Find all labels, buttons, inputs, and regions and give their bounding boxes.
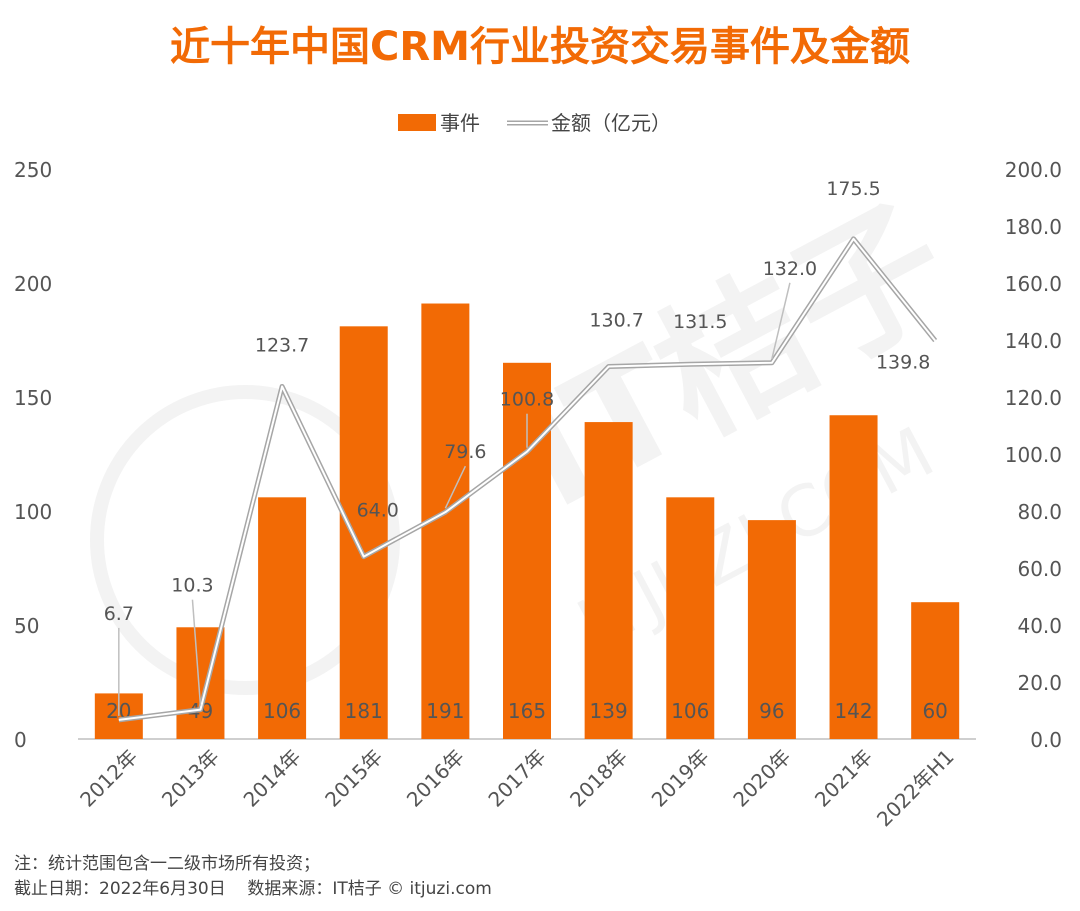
bar xyxy=(339,326,388,739)
bar xyxy=(258,497,307,739)
bar-value-label: 60 xyxy=(922,699,947,723)
line-value-label: 79.6 xyxy=(444,441,486,463)
bar xyxy=(911,602,960,739)
bar-value-label: 191 xyxy=(426,699,464,723)
x-axis-labels: 2012年 2013年 2014年 2015年 2016年 2017年 2018年 2019年… xyxy=(75,745,958,832)
right-y-tick-label: 140.0 xyxy=(1005,329,1062,353)
line-value-label: 139.8 xyxy=(876,352,930,374)
bar-value-label: 106 xyxy=(671,699,709,723)
bar xyxy=(829,415,878,739)
x-tick-label: 2015年 xyxy=(320,745,387,812)
note-source: 截止日期：2022年6月30日 数据来源：IT桔子 © itjuzi.com xyxy=(14,879,492,899)
left-y-tick-label: 200 xyxy=(14,272,52,296)
right-y-tick-label: 120.0 xyxy=(1005,386,1062,410)
bar xyxy=(747,520,796,739)
line-value-label: 123.7 xyxy=(255,334,309,356)
line-value-label: 131.5 xyxy=(673,311,727,333)
bar-data-labels: 20 49 106 181 191 165 139 106 96 142 60 xyxy=(106,699,948,723)
line-value-label: 100.8 xyxy=(500,389,554,411)
right-y-tick-label: 200.0 xyxy=(1005,158,1062,182)
right-y-tick-label: 60.0 xyxy=(1017,557,1062,581)
line-value-label: 6.7 xyxy=(104,603,134,625)
right-y-tick-label: 40.0 xyxy=(1017,614,1062,638)
bar-value-label: 96 xyxy=(759,699,784,723)
bar xyxy=(666,497,715,739)
bar-value-label: 165 xyxy=(508,699,546,723)
bar-value-label: 181 xyxy=(345,699,383,723)
x-tick-label: 2022年H1 xyxy=(872,745,959,832)
bar-value-label: 106 xyxy=(263,699,301,723)
bar xyxy=(584,422,633,739)
right-y-axis: 0.0 20.0 40.0 60.0 80.0 100.0 120.0 140.0 160.0 1… xyxy=(1005,158,1062,752)
left-y-tick-label: 150 xyxy=(14,386,52,410)
x-tick-label: 2012年 xyxy=(75,745,142,812)
x-tick-label: 2018年 xyxy=(565,745,632,812)
legend-line-label: 金额（亿元） xyxy=(551,111,671,135)
x-tick-label: 2013年 xyxy=(157,745,224,812)
right-y-tick-label: 80.0 xyxy=(1017,500,1062,524)
line-value-label: 175.5 xyxy=(826,178,880,200)
legend: 事件 金额（亿元） xyxy=(398,111,671,135)
chart-title: 近十年中国CRM行业投资交易事件及金额 xyxy=(170,24,910,70)
left-y-tick-label: 250 xyxy=(14,158,52,182)
line-label-leader xyxy=(444,465,467,509)
line-value-label: 132.0 xyxy=(763,258,817,280)
x-tick-label: 2019年 xyxy=(647,745,714,812)
x-tick-label: 2021年 xyxy=(810,745,877,812)
left-y-axis: 0 50 100 150 200 250 xyxy=(14,158,52,752)
line-value-label: 10.3 xyxy=(171,575,213,597)
x-tick-label: 2020年 xyxy=(728,745,795,812)
line-data-labels: 6.7 10.3 123.7 64.0 79.6 100.8 130.7 131.5 132.0… xyxy=(104,178,930,716)
left-y-tick-label: 0 xyxy=(14,728,27,752)
x-tick-label: 2014年 xyxy=(239,745,306,812)
right-y-tick-label: 160.0 xyxy=(1005,272,1062,296)
legend-bar-label: 事件 xyxy=(440,111,480,135)
right-y-tick-label: 180.0 xyxy=(1005,215,1062,239)
line-path-inner xyxy=(118,237,936,721)
bar-value-label: 142 xyxy=(834,699,872,723)
left-y-tick-label: 100 xyxy=(14,500,52,524)
x-tick-label: 2016年 xyxy=(402,745,469,812)
right-y-tick-label: 20.0 xyxy=(1017,671,1062,695)
line-series xyxy=(118,236,938,723)
x-tick-label: 2017年 xyxy=(483,745,550,812)
right-y-tick-label: 0.0 xyxy=(1030,728,1062,752)
line-label-leader xyxy=(771,282,791,359)
line-label-leader xyxy=(191,599,202,706)
line-value-label: 130.7 xyxy=(589,310,643,332)
legend-bar-swatch xyxy=(398,114,436,131)
bar-value-label: 139 xyxy=(590,699,628,723)
line-value-label: 64.0 xyxy=(357,500,399,522)
note-scope: 注：统计范围包含一二级市场所有投资； xyxy=(14,854,320,874)
right-y-tick-label: 100.0 xyxy=(1005,443,1062,467)
left-y-tick-label: 50 xyxy=(14,614,39,638)
